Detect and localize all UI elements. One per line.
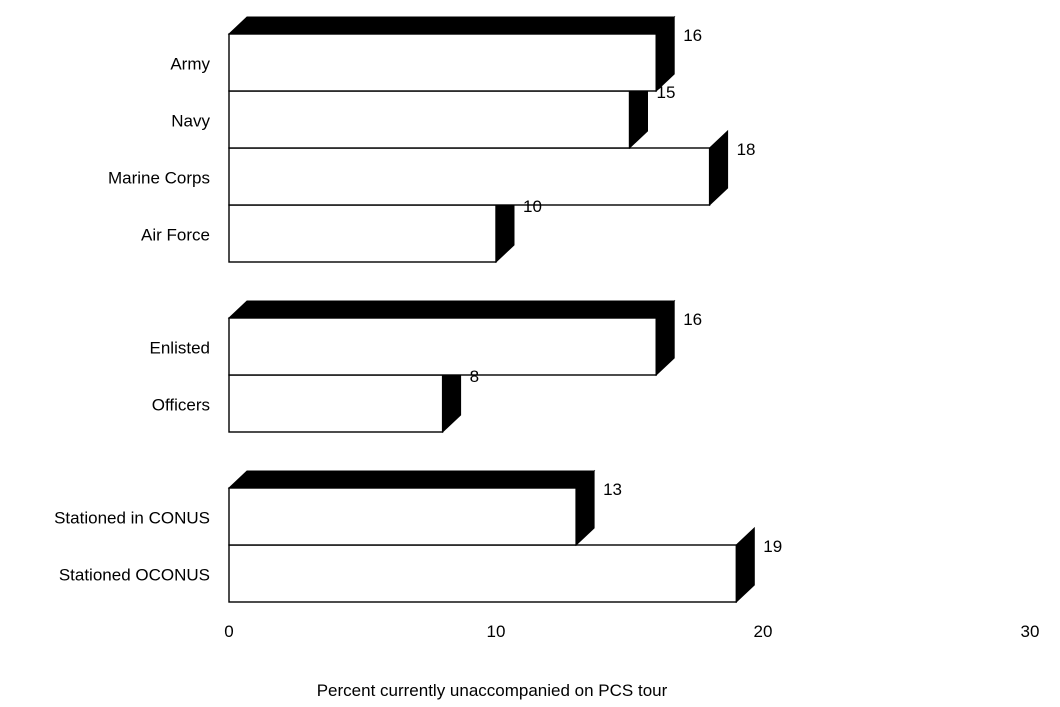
value-label: 18 bbox=[737, 140, 756, 159]
value-label: 19 bbox=[763, 537, 782, 556]
bar-top bbox=[227, 16, 676, 35]
category-label: Officers bbox=[152, 396, 210, 415]
x-tick-label: 20 bbox=[754, 622, 773, 641]
x-axis-title: Percent currently unaccompanied on PCS t… bbox=[317, 681, 668, 700]
bar-group-2 bbox=[227, 299, 676, 434]
value-label: 16 bbox=[683, 310, 702, 329]
category-label: Navy bbox=[171, 112, 210, 131]
category-label: Marine Corps bbox=[108, 169, 210, 188]
category-label: Enlisted bbox=[150, 339, 210, 358]
bar-face bbox=[228, 204, 497, 263]
x-tick-label: 0 bbox=[224, 622, 233, 641]
category-label: Army bbox=[170, 55, 210, 74]
bar bbox=[228, 72, 648, 150]
x-axis: 0 10 20 30 bbox=[224, 622, 1039, 641]
bar-group-3 bbox=[227, 469, 755, 604]
bars-layer bbox=[227, 15, 755, 604]
bar bbox=[227, 469, 596, 547]
category-label: Stationed OCONUS bbox=[59, 566, 210, 585]
bar-face bbox=[228, 90, 631, 149]
bar-face bbox=[228, 487, 577, 546]
bar bbox=[228, 526, 755, 604]
x-tick-label: 30 bbox=[1021, 622, 1040, 641]
bar bbox=[228, 186, 515, 264]
bar-top bbox=[227, 300, 676, 319]
bar-face bbox=[228, 544, 737, 603]
bar-side bbox=[709, 129, 729, 207]
value-label: 13 bbox=[603, 480, 622, 499]
value-label: 10 bbox=[523, 197, 542, 216]
bar-face bbox=[228, 374, 444, 433]
category-label: Stationed in CONUS bbox=[54, 509, 210, 528]
bar-face bbox=[228, 147, 711, 206]
labels-layer: Army 16 Navy 15 Marine Corps 18 Air Force 10 Enl… bbox=[54, 26, 782, 585]
category-label: Air Force bbox=[141, 226, 210, 245]
bar-face bbox=[228, 317, 657, 376]
value-label: 15 bbox=[657, 83, 676, 102]
bar bbox=[227, 299, 676, 377]
bar-group-1 bbox=[227, 15, 729, 264]
bar-face bbox=[228, 33, 657, 92]
bar-side bbox=[735, 526, 755, 604]
bar-top bbox=[227, 470, 596, 489]
value-label: 8 bbox=[470, 367, 479, 386]
bar bbox=[228, 356, 462, 434]
value-label: 16 bbox=[683, 26, 702, 45]
bar bbox=[227, 15, 676, 93]
x-tick-label: 10 bbox=[487, 622, 506, 641]
